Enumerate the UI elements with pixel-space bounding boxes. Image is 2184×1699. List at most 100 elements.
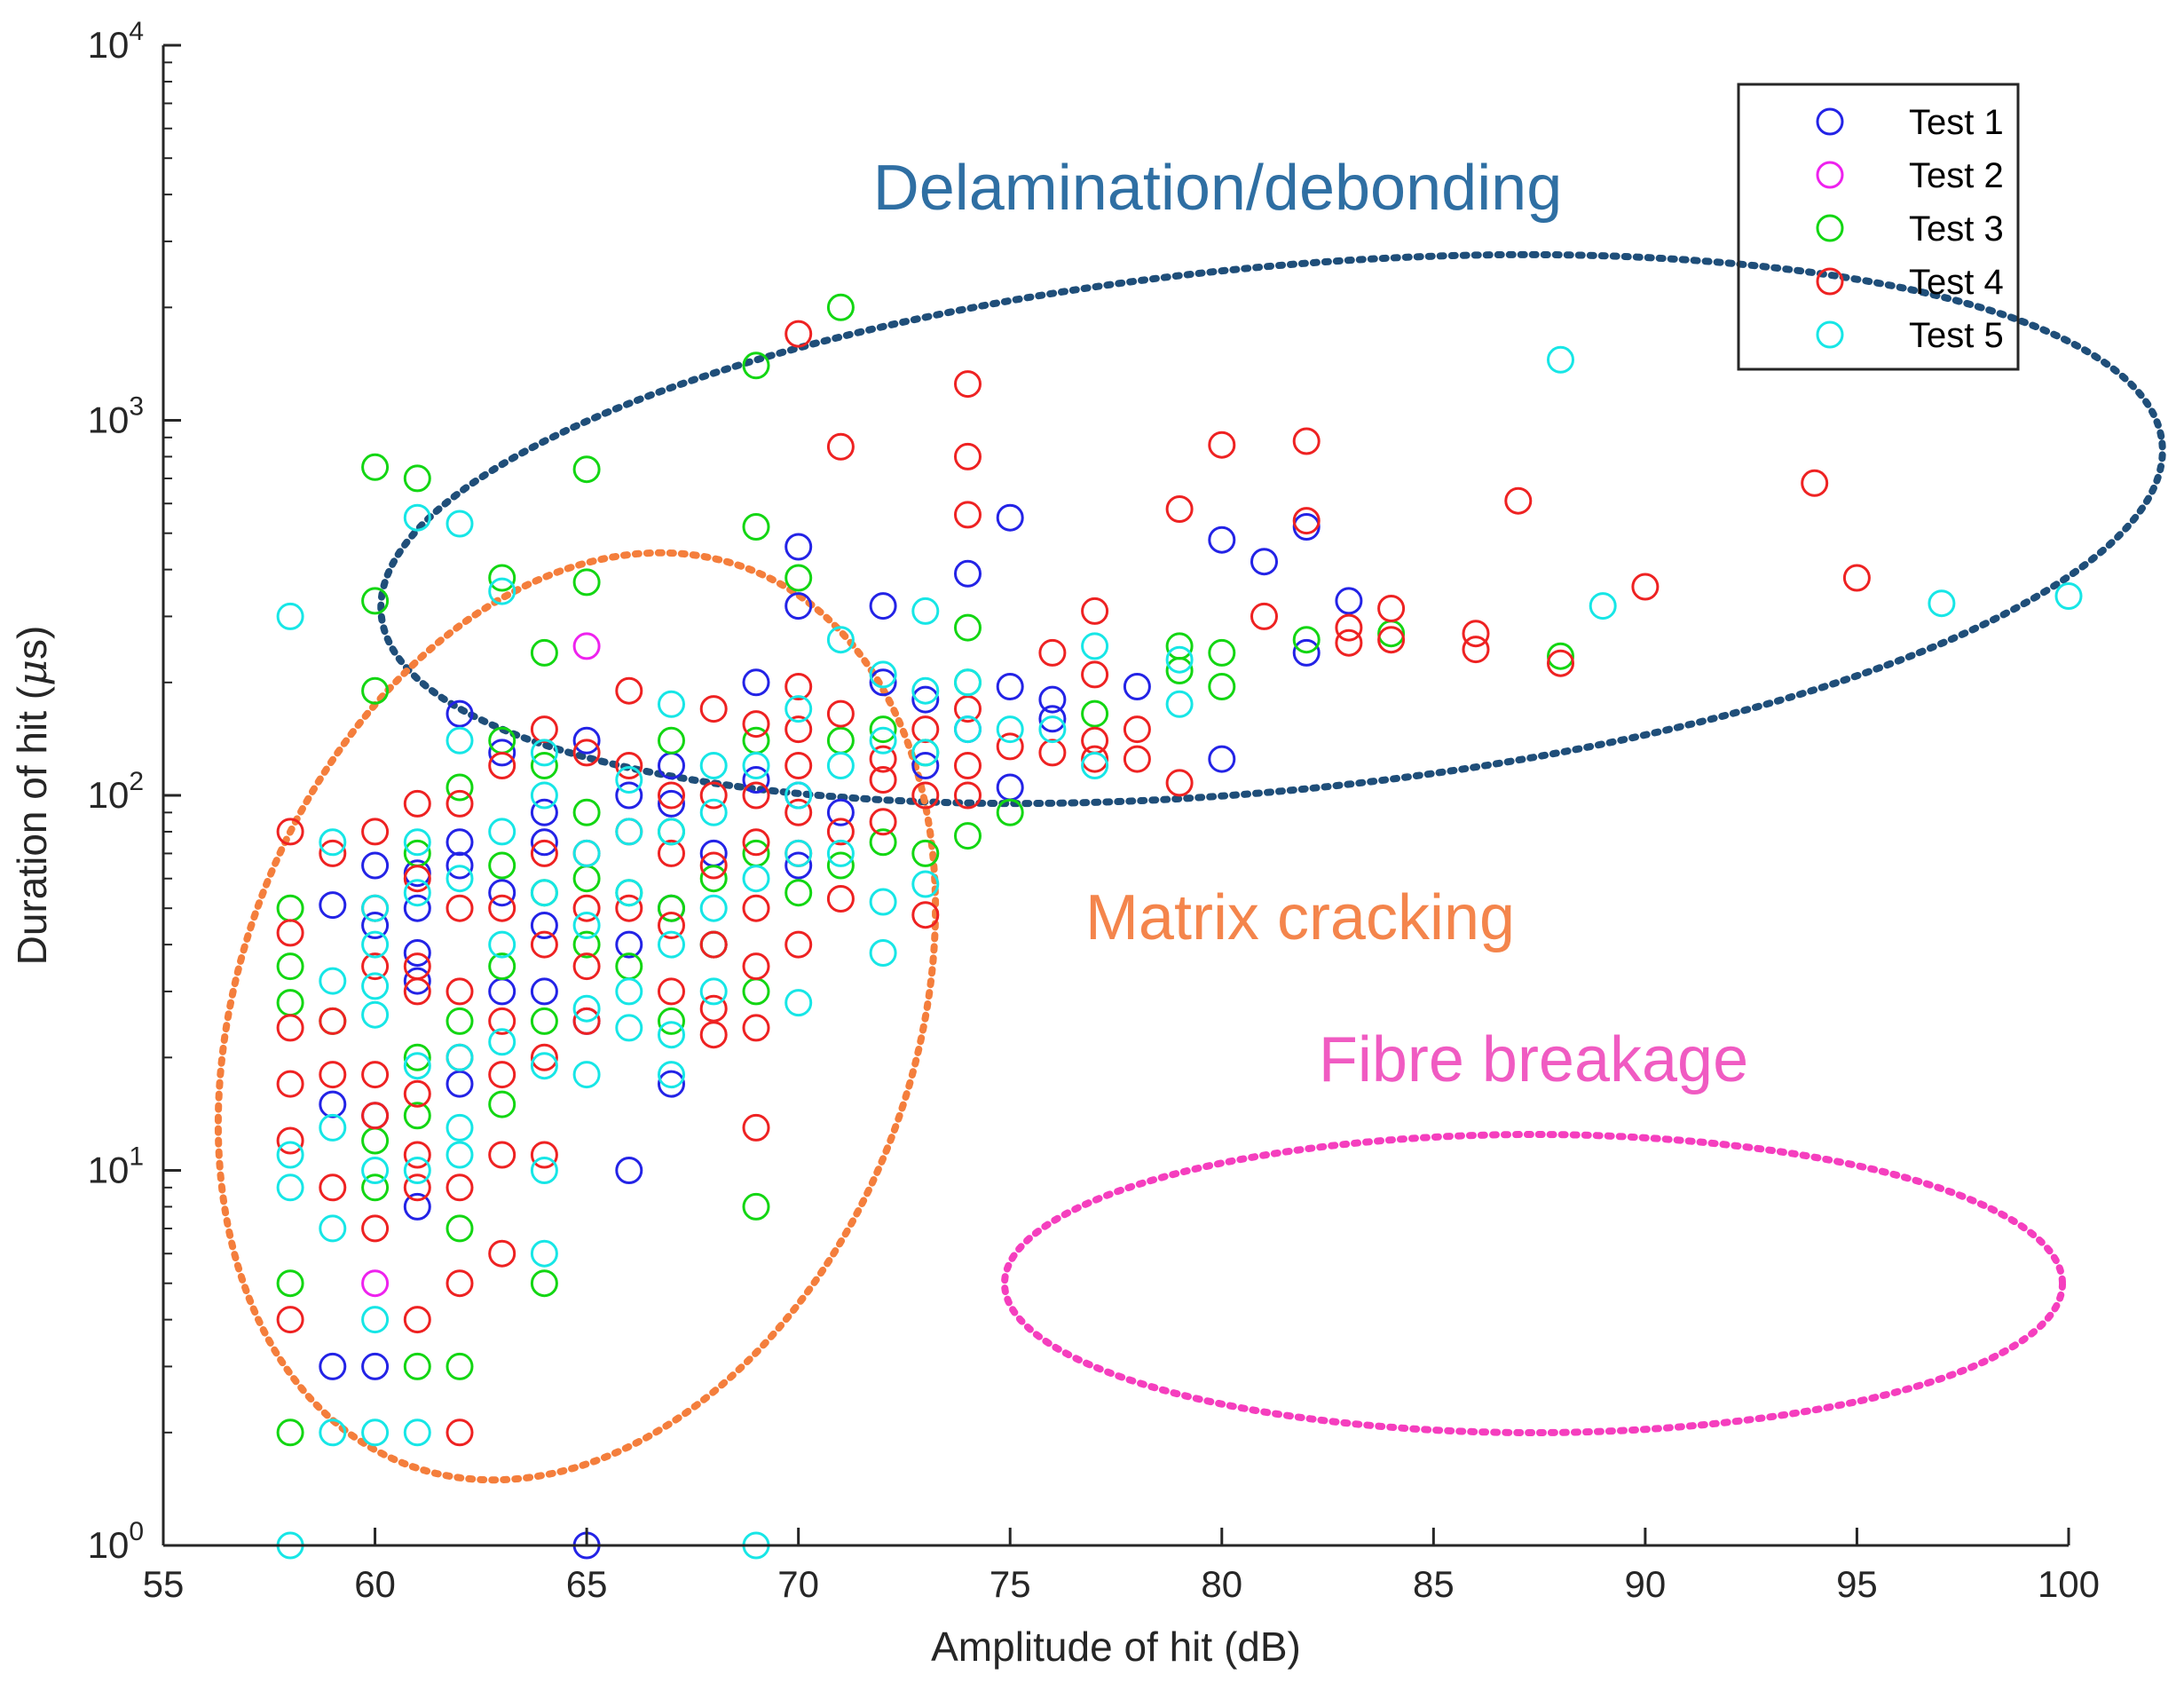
point-test5-43 <box>615 818 643 846</box>
point-test5-49 <box>658 930 685 959</box>
point-test5-25 <box>445 1043 474 1071</box>
point-test5-35 <box>530 1052 558 1080</box>
point-test4-0 <box>276 818 304 846</box>
point-test4-26 <box>445 977 474 1006</box>
point-test4-21 <box>403 1141 431 1169</box>
point-test4-31 <box>488 752 516 779</box>
point-test5-74 <box>954 668 982 697</box>
point-test3-6 <box>361 453 390 481</box>
point-test4-5 <box>276 1306 304 1334</box>
point-test1-21 <box>572 726 601 755</box>
point-test3-28 <box>530 1007 558 1035</box>
point-test4-48 <box>615 752 643 779</box>
point-test3-18 <box>445 1214 474 1243</box>
x-tick-label-90: 90 <box>1625 1563 1667 1605</box>
point-test1-59 <box>658 789 685 818</box>
point-test1-58 <box>530 828 558 857</box>
point-test3-4 <box>276 1418 304 1447</box>
point-test5-51 <box>658 1061 685 1089</box>
point-test4-42 <box>572 739 601 767</box>
point-test1-45 <box>996 503 1024 532</box>
point-test4-44 <box>572 894 601 922</box>
point-test3-17 <box>445 1007 474 1035</box>
point-test5-12 <box>361 1000 390 1029</box>
point-test5-28 <box>488 577 516 605</box>
point-test4-4 <box>276 1126 304 1155</box>
point-test4-102 <box>1208 431 1236 459</box>
point-test4-20 <box>403 1079 431 1108</box>
point-test5-13 <box>361 1157 390 1184</box>
point-test5-83 <box>1589 592 1617 620</box>
point-test3-11 <box>403 464 431 493</box>
point-test5-70 <box>911 597 940 625</box>
point-test1-16 <box>488 879 516 907</box>
point-test3-8 <box>361 676 390 705</box>
point-test5-31 <box>488 1028 516 1056</box>
y-tick-label-0: 100 <box>88 1517 144 1566</box>
region-label-3: Fibre breakage <box>1319 1024 1748 1095</box>
point-test4-111 <box>1462 636 1490 664</box>
point-test4-40 <box>530 1043 558 1071</box>
point-test5-11 <box>361 972 390 1000</box>
point-test5-75 <box>954 715 982 744</box>
region-label-2: Matrix cracking <box>1085 882 1515 953</box>
point-test3-24 <box>488 1090 516 1118</box>
point-test4-76 <box>826 699 855 728</box>
point-test1-55 <box>1292 638 1321 667</box>
point-test3-61 <box>996 798 1024 826</box>
point-test3-41 <box>699 865 728 893</box>
point-test1-4 <box>361 912 390 939</box>
point-test1-52 <box>1208 745 1236 773</box>
point-test3-7 <box>361 587 390 615</box>
point-test1-42 <box>911 752 940 779</box>
point-test1-38 <box>826 798 855 826</box>
point-test5-65 <box>826 839 855 867</box>
point-test1-29 <box>658 1070 685 1098</box>
point-test1-46 <box>996 673 1024 700</box>
point-test5-5 <box>319 967 347 995</box>
point-test4-89 <box>954 752 982 779</box>
point-test4-50 <box>615 894 643 922</box>
point-test4-98 <box>1123 715 1151 744</box>
point-test4-71 <box>785 752 813 779</box>
point-test4-107 <box>1335 628 1363 657</box>
point-test1-39 <box>869 592 897 620</box>
point-test5-27 <box>445 1141 474 1169</box>
x-tick-label-70: 70 <box>777 1563 819 1605</box>
point-test3-49 <box>785 564 813 592</box>
point-test5-46 <box>615 1014 643 1042</box>
point-test4-24 <box>445 789 474 818</box>
point-test4-106 <box>1335 613 1363 642</box>
point-test4-94 <box>1081 597 1109 625</box>
point-test5-45 <box>615 977 643 1006</box>
point-test4-17 <box>403 865 431 893</box>
point-test5-50 <box>658 1021 685 1049</box>
point-test4-87 <box>954 501 982 529</box>
x-tick-label-65: 65 <box>566 1563 608 1605</box>
point-test5-60 <box>785 781 813 810</box>
point-test4-72 <box>785 798 813 826</box>
point-test4-47 <box>615 676 643 705</box>
point-test3-29 <box>530 1269 558 1298</box>
point-test3-25 <box>530 638 558 667</box>
legend-label-1: Test 1 <box>1909 103 2004 142</box>
point-test3-30 <box>572 455 601 484</box>
point-test5-19 <box>403 1052 431 1080</box>
point-test4-78 <box>826 885 855 913</box>
point-test3-15 <box>403 1352 431 1380</box>
point-test1-35 <box>785 592 813 620</box>
point-test1-51 <box>1208 526 1236 554</box>
point-test5-44 <box>615 879 643 907</box>
point-test4-13 <box>361 1061 390 1089</box>
point-test4-82 <box>911 715 940 744</box>
x-tick-label-80: 80 <box>1201 1563 1242 1605</box>
point-test4-32 <box>488 894 516 922</box>
point-test1-14 <box>445 851 474 880</box>
point-test5-6 <box>319 1113 347 1142</box>
point-test5-67 <box>869 726 897 755</box>
point-test5-71 <box>911 676 940 705</box>
point-test3-16 <box>445 773 474 802</box>
point-test4-2 <box>276 1014 304 1042</box>
point-test1-37 <box>785 851 813 880</box>
